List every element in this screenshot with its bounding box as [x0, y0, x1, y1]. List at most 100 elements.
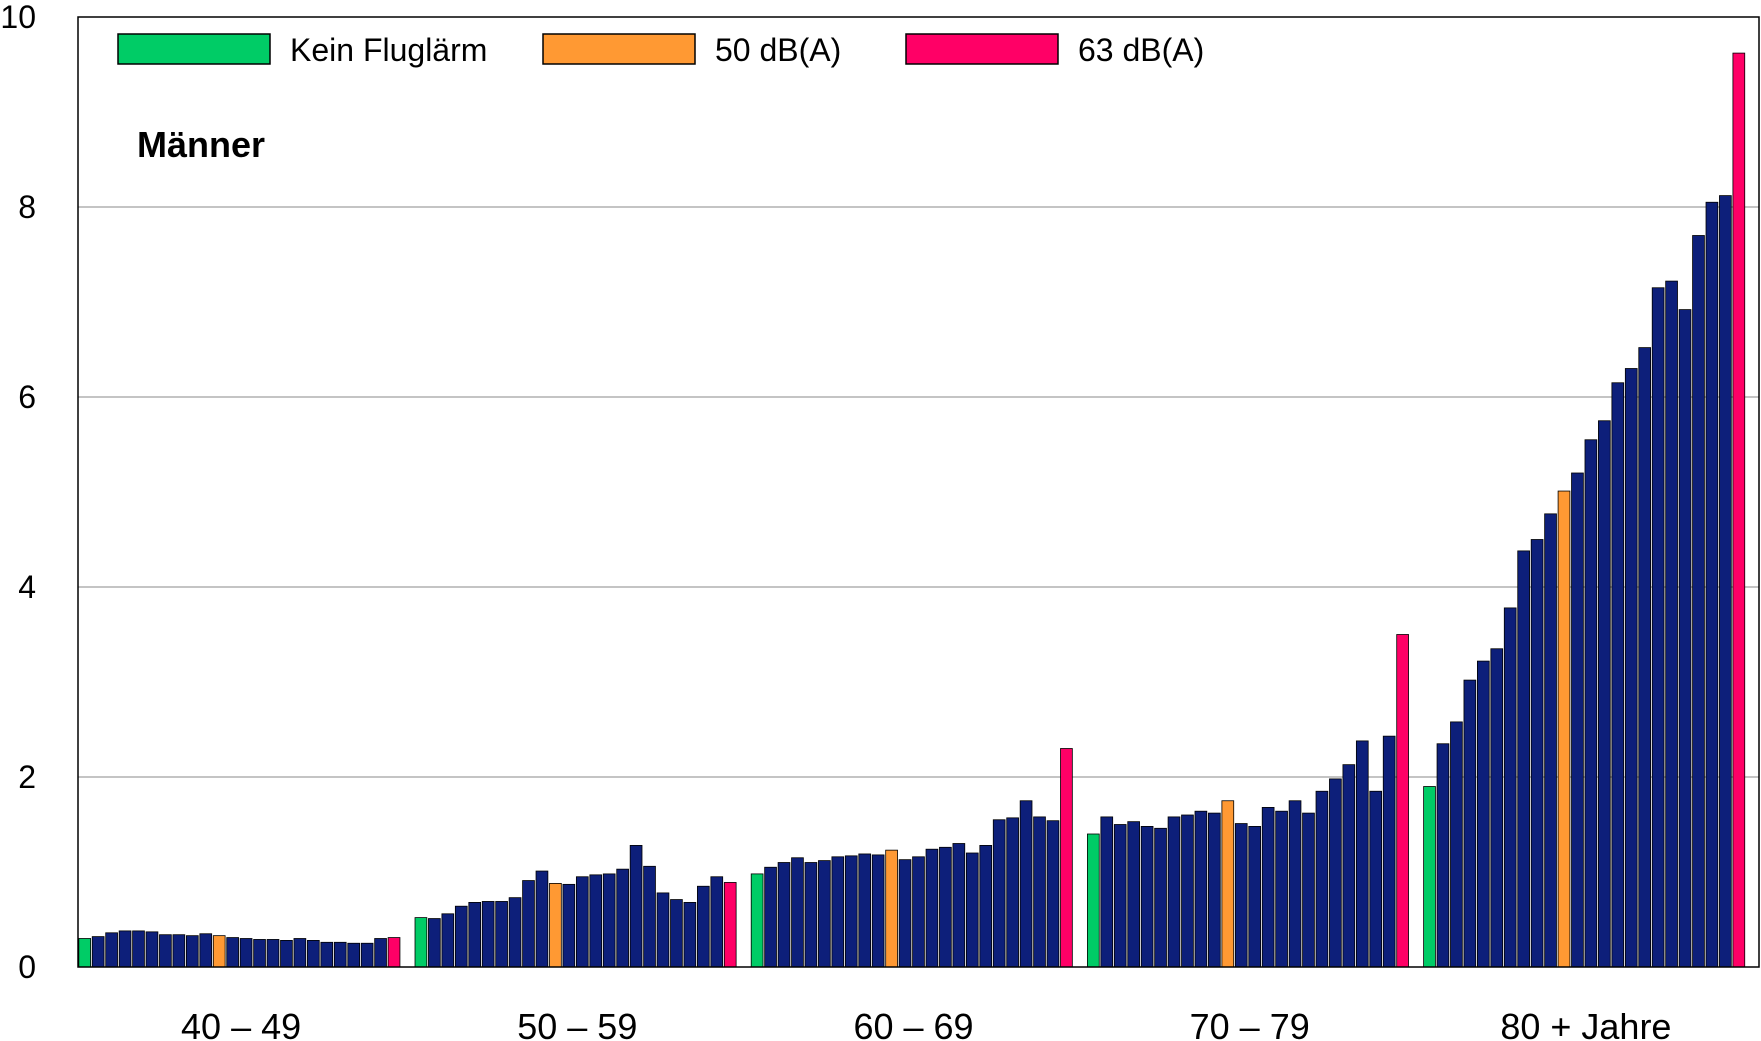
bar — [1705, 201, 1719, 968]
bar — [965, 852, 979, 968]
bar — [1208, 812, 1221, 968]
bar-50-db-a- — [885, 849, 898, 968]
bar-63-db-a- — [1396, 634, 1409, 968]
bars — [78, 52, 1746, 968]
bar — [1477, 660, 1490, 968]
bar — [831, 856, 845, 968]
bar — [1678, 309, 1692, 968]
y-tick-label: 2 — [18, 759, 36, 795]
bar — [266, 939, 280, 968]
bar — [670, 899, 683, 968]
bar — [159, 934, 172, 968]
bar — [1611, 382, 1625, 968]
bar — [952, 843, 966, 968]
annotation-maenner: Männer — [137, 124, 265, 165]
bar-kein-flugl-rm — [414, 917, 428, 968]
bar — [347, 942, 360, 968]
y-tick-label: 8 — [18, 189, 36, 225]
bar-63-db-a- — [723, 882, 737, 968]
category-label: 40 – 49 — [181, 1006, 301, 1041]
bar — [1369, 790, 1383, 968]
bar-kein-flugl-rm — [1423, 786, 1436, 968]
bar — [629, 845, 643, 968]
bar — [360, 942, 374, 968]
bar — [912, 856, 925, 968]
bar — [1544, 513, 1557, 968]
bar — [91, 936, 105, 968]
bar — [1530, 539, 1544, 968]
bar — [226, 937, 239, 968]
legend-label: 50 dB(A) — [715, 32, 841, 68]
bar — [1248, 826, 1262, 968]
bar — [764, 866, 777, 968]
bar — [1329, 778, 1342, 968]
y-tick-label: 4 — [18, 569, 36, 605]
bar — [1517, 550, 1530, 968]
bar — [1234, 823, 1248, 968]
bar — [333, 941, 347, 968]
bar-63-db-a- — [1732, 52, 1746, 968]
bar — [1113, 824, 1127, 968]
bar — [1463, 679, 1477, 968]
bar-63-db-a- — [387, 937, 401, 968]
bar — [132, 930, 145, 968]
bar-63-db-a- — [1060, 748, 1073, 968]
bar — [1665, 280, 1678, 968]
bar — [1692, 235, 1705, 968]
bar — [656, 892, 670, 968]
bar-50-db-a- — [212, 935, 226, 968]
legend-swatch — [542, 33, 696, 65]
bar — [616, 868, 629, 968]
category-label: 50 – 59 — [517, 1006, 637, 1041]
bar — [172, 934, 186, 968]
bar — [320, 941, 334, 968]
bar — [710, 876, 724, 968]
bar — [145, 931, 159, 968]
bar — [939, 846, 952, 968]
bar — [992, 819, 1006, 968]
bar — [199, 933, 213, 968]
bar — [1167, 816, 1181, 968]
bar — [1100, 816, 1114, 968]
category-label: 80 + Jahre — [1500, 1006, 1671, 1041]
bar — [1046, 820, 1060, 968]
bar — [1436, 743, 1450, 968]
bar — [1450, 721, 1463, 968]
bar — [1584, 439, 1598, 968]
legend-swatch — [905, 33, 1059, 65]
bar — [481, 901, 495, 968]
bar — [1033, 816, 1046, 968]
bar — [1302, 812, 1315, 968]
bar — [1127, 821, 1140, 968]
bar — [683, 902, 697, 968]
bar — [979, 845, 993, 968]
bar — [1006, 817, 1019, 968]
bar — [1651, 287, 1665, 968]
bar — [1490, 648, 1504, 968]
bar — [508, 897, 522, 968]
bar — [535, 870, 549, 968]
y-tick-label: 10 — [0, 0, 36, 35]
bar-50-db-a- — [1221, 800, 1235, 968]
category-label: 60 – 69 — [853, 1006, 973, 1041]
bar — [562, 883, 576, 968]
bar — [1342, 764, 1356, 968]
bar — [1019, 800, 1033, 968]
bar — [468, 902, 482, 968]
bar — [1719, 195, 1732, 968]
bar — [777, 862, 791, 968]
bar — [185, 935, 199, 968]
bar — [818, 860, 831, 968]
bar — [1382, 735, 1396, 968]
bar — [697, 885, 710, 968]
bar — [804, 862, 818, 968]
bar-50-db-a- — [549, 883, 562, 968]
bar — [925, 848, 939, 968]
bar — [589, 874, 603, 968]
bar — [428, 918, 441, 968]
bar — [1571, 472, 1584, 968]
bar — [495, 901, 508, 968]
